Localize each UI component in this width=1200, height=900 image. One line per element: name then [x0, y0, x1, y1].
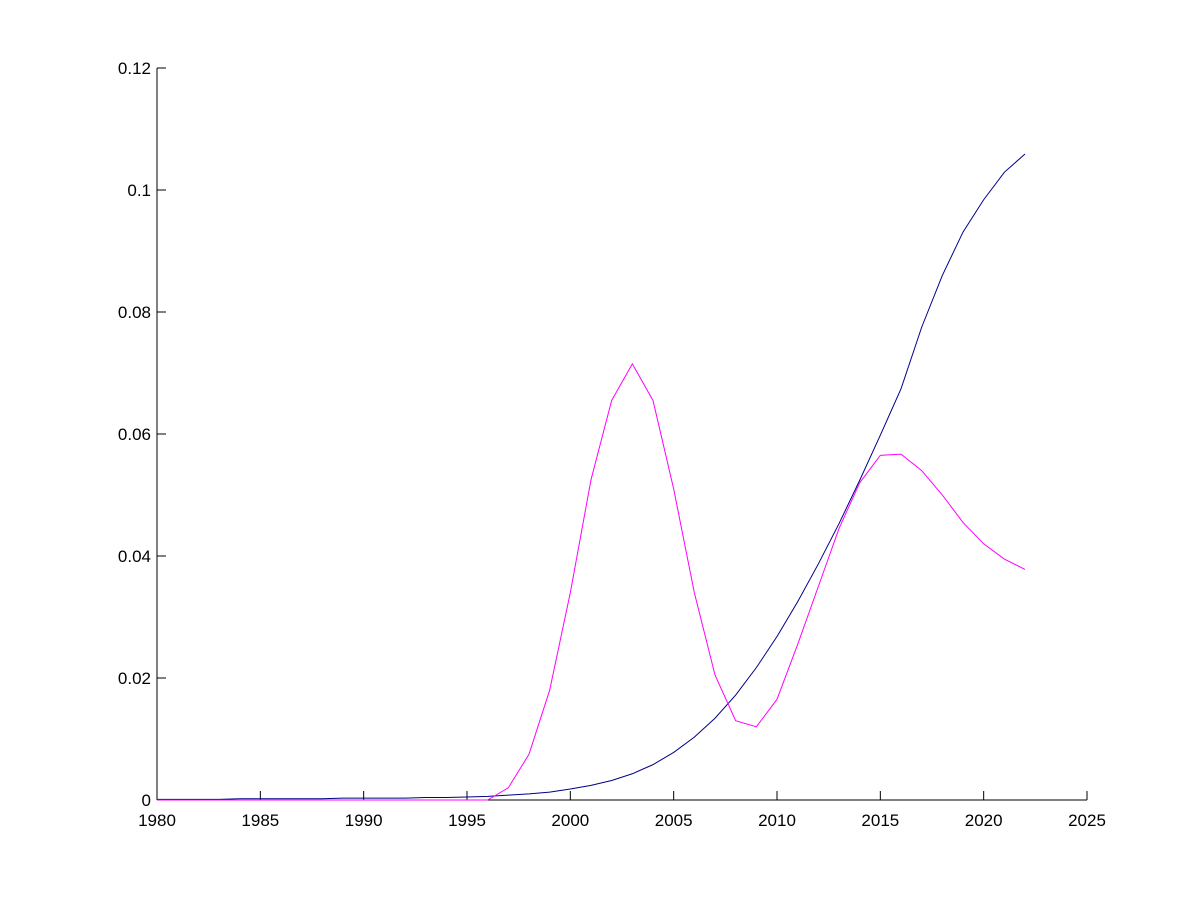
x-tick-label: 2005 — [655, 811, 693, 830]
y-tick-label: 0.02 — [118, 669, 151, 688]
x-tick-label: 2000 — [551, 811, 589, 830]
x-tick-label: 1995 — [448, 811, 486, 830]
series-line — [157, 362, 1026, 801]
y-tick-label: 0.04 — [118, 547, 151, 566]
x-tick-label: 2020 — [965, 811, 1003, 830]
x-tick-label: 1985 — [241, 811, 279, 830]
x-tick-label: 2025 — [1068, 811, 1106, 830]
x-tick-label: 2015 — [861, 811, 899, 830]
y-tick-label: 0.06 — [118, 425, 151, 444]
x-tick-label: 1990 — [345, 811, 383, 830]
y-tick-label: 0.12 — [118, 59, 151, 78]
x-tick-label: 1980 — [138, 811, 176, 830]
y-tick-label: 0.1 — [127, 181, 151, 200]
y-tick-label: 0 — [142, 791, 151, 810]
x-tick-label: 2010 — [758, 811, 796, 830]
y-tick-label: 0.08 — [118, 303, 151, 322]
series-line — [157, 153, 1026, 800]
